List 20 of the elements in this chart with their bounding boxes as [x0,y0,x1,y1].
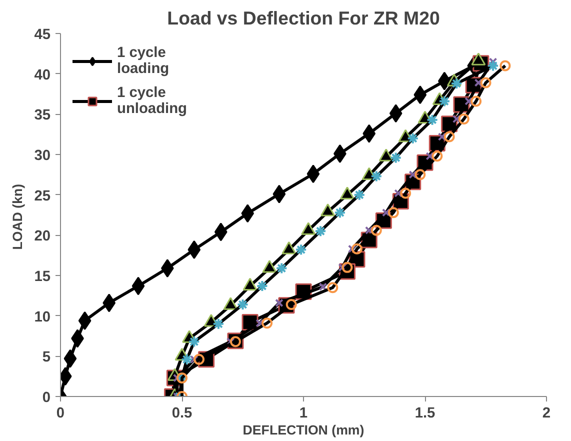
x-tick-label: 0 [56,406,65,422]
x-axis-title: DEFLECTION (mm) [242,422,364,438]
y-tick-label: 5 [42,350,51,366]
y-tick-label: 40 [34,67,51,84]
y-tick-label: 0 [42,390,51,406]
y-tick-label: 35 [34,108,51,124]
y-tick-label: 10 [34,309,51,326]
y-tick-label: 20 [34,228,51,245]
legend-label: 1 cycle unloading [117,85,188,117]
y-tick-label: 15 [34,269,51,285]
x-tick-label: 2 [542,406,551,422]
legend-label: 1 cycle loading [117,45,170,77]
y-tick-label: 45 [34,27,51,43]
x-tick-label: 1.5 [414,406,436,422]
chart-title: Load vs Deflection For ZR M20 [167,8,440,28]
x-tick-label: 0.5 [172,406,192,422]
y-tick-label: 30 [34,148,51,164]
y-tick-label: 25 [34,188,51,204]
x-tick-label: 1 [299,406,308,422]
y-axis-title: LOAD (kn) [10,184,26,250]
